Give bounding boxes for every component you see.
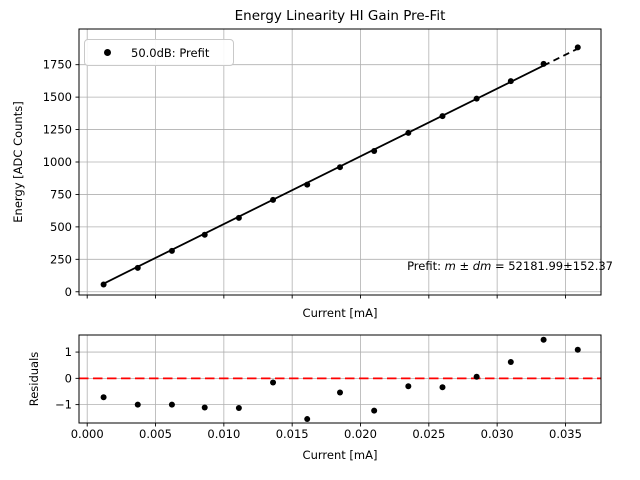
fit-annotation-math: m ± dm [444,259,492,273]
prefit-data-points [439,113,446,120]
y-tick-label: 1750 [43,58,72,72]
prefit-data-points [371,147,378,154]
residual-points [134,401,141,408]
x-tick-label: 0.000 [71,427,104,441]
axes-frame [78,334,602,424]
legend: 50.0dB: Prefit [84,39,234,66]
y-tick-label: 1 [65,345,72,359]
prefit-fit-line-extrapolated [543,47,579,67]
y-tick-label: 1000 [43,155,72,169]
fit-annotation-prefix: Prefit: [407,259,445,273]
fit-annotation-value: = 52181.99±152.37 [491,259,613,273]
y-tick-label: 0 [65,285,72,299]
y-tick-label: −1 [55,398,72,412]
y-tick-label: 0 [65,371,72,385]
fit-annotation: Prefit: m ± dm = 52181.99±152.37 [301,259,613,273]
residual-points [168,401,175,408]
residual-points [371,407,378,414]
residual-points [304,416,311,423]
y-tick-label: 1500 [43,90,72,104]
prefit-data-points [168,247,175,254]
residual-points [270,379,277,386]
prefit-data-points [473,95,480,102]
residual-points [574,346,581,353]
x-tick-label: 0.035 [549,427,582,441]
top-xaxis-label: Current [mA] [302,306,378,320]
prefit-fit-line-solid [103,64,545,285]
prefit-data-points [134,264,141,271]
residual-points [337,389,343,396]
prefit-data-points [337,164,343,171]
prefit-data-points [574,44,581,51]
residual-points [201,404,208,411]
x-tick-label: 0.025 [412,427,445,441]
residuals-yaxis-label: Residuals [27,351,41,407]
residual-points [235,405,242,412]
prefit-data-points [507,78,514,85]
prefit-data-points [405,129,412,136]
residual-points [100,394,107,401]
prefit-data-points [201,231,208,238]
prefit-data-points [270,196,277,203]
residual-points [507,359,514,366]
x-tick-label: 0.015 [276,427,309,441]
y-tick-label: 1250 [43,123,72,137]
residual-points [473,373,480,380]
bottom-xaxis-label: Current [mA] [302,448,378,462]
y-tick-label: 750 [50,187,72,201]
y-tick-label: 250 [50,252,72,266]
x-tick-label: 0.020 [344,427,377,441]
legend-label: 50.0dB: Prefit [131,45,210,60]
prefit-data-points [304,181,311,188]
x-tick-label: 0.010 [207,427,240,441]
residual-points [405,383,412,390]
y-tick-label: 500 [50,220,72,234]
x-tick-label: 0.030 [481,427,514,441]
prefit-data-points [235,214,242,221]
legend-marker-icon [104,49,111,56]
top-yaxis-label: Energy [ADC Counts] [11,101,25,223]
prefit-data-points [100,281,107,288]
chart-title: Energy Linearity HI Gain Pre-Fit [234,8,446,24]
residual-points [439,384,446,391]
residual-points [540,336,547,343]
prefit-data-points [540,60,547,67]
x-tick-label: 0.005 [139,427,172,441]
